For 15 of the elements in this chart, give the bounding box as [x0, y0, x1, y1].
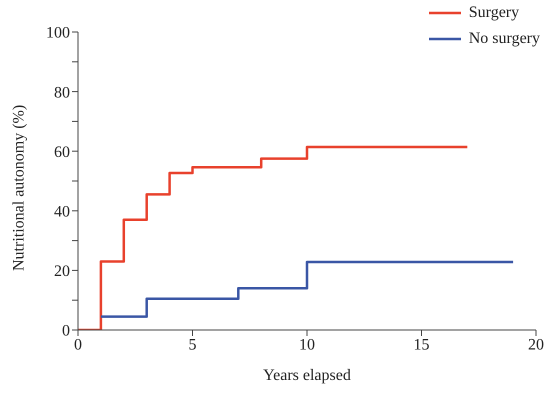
y-tick-label: 20 [54, 263, 70, 280]
x-tick-label: 5 [188, 336, 196, 354]
y-tick-label: 100 [46, 24, 70, 42]
legend-label: Surgery [468, 3, 520, 23]
x-tick-label: 10 [299, 336, 315, 354]
x-tick-label: 20 [528, 336, 544, 354]
y-tick-label: 0 [62, 322, 70, 340]
y-axis-title: Nutritional autonomy (%) [10, 104, 28, 271]
x-axis-title: Years elapsed [263, 367, 351, 384]
y-tick-label: 60 [54, 144, 70, 161]
x-tick-label: 0 [74, 336, 82, 354]
legend-label: No surgery [468, 29, 540, 49]
y-tick-label: 40 [54, 203, 70, 220]
x-tick-label: 15 [414, 336, 430, 354]
y-tick-label: 80 [54, 84, 70, 102]
